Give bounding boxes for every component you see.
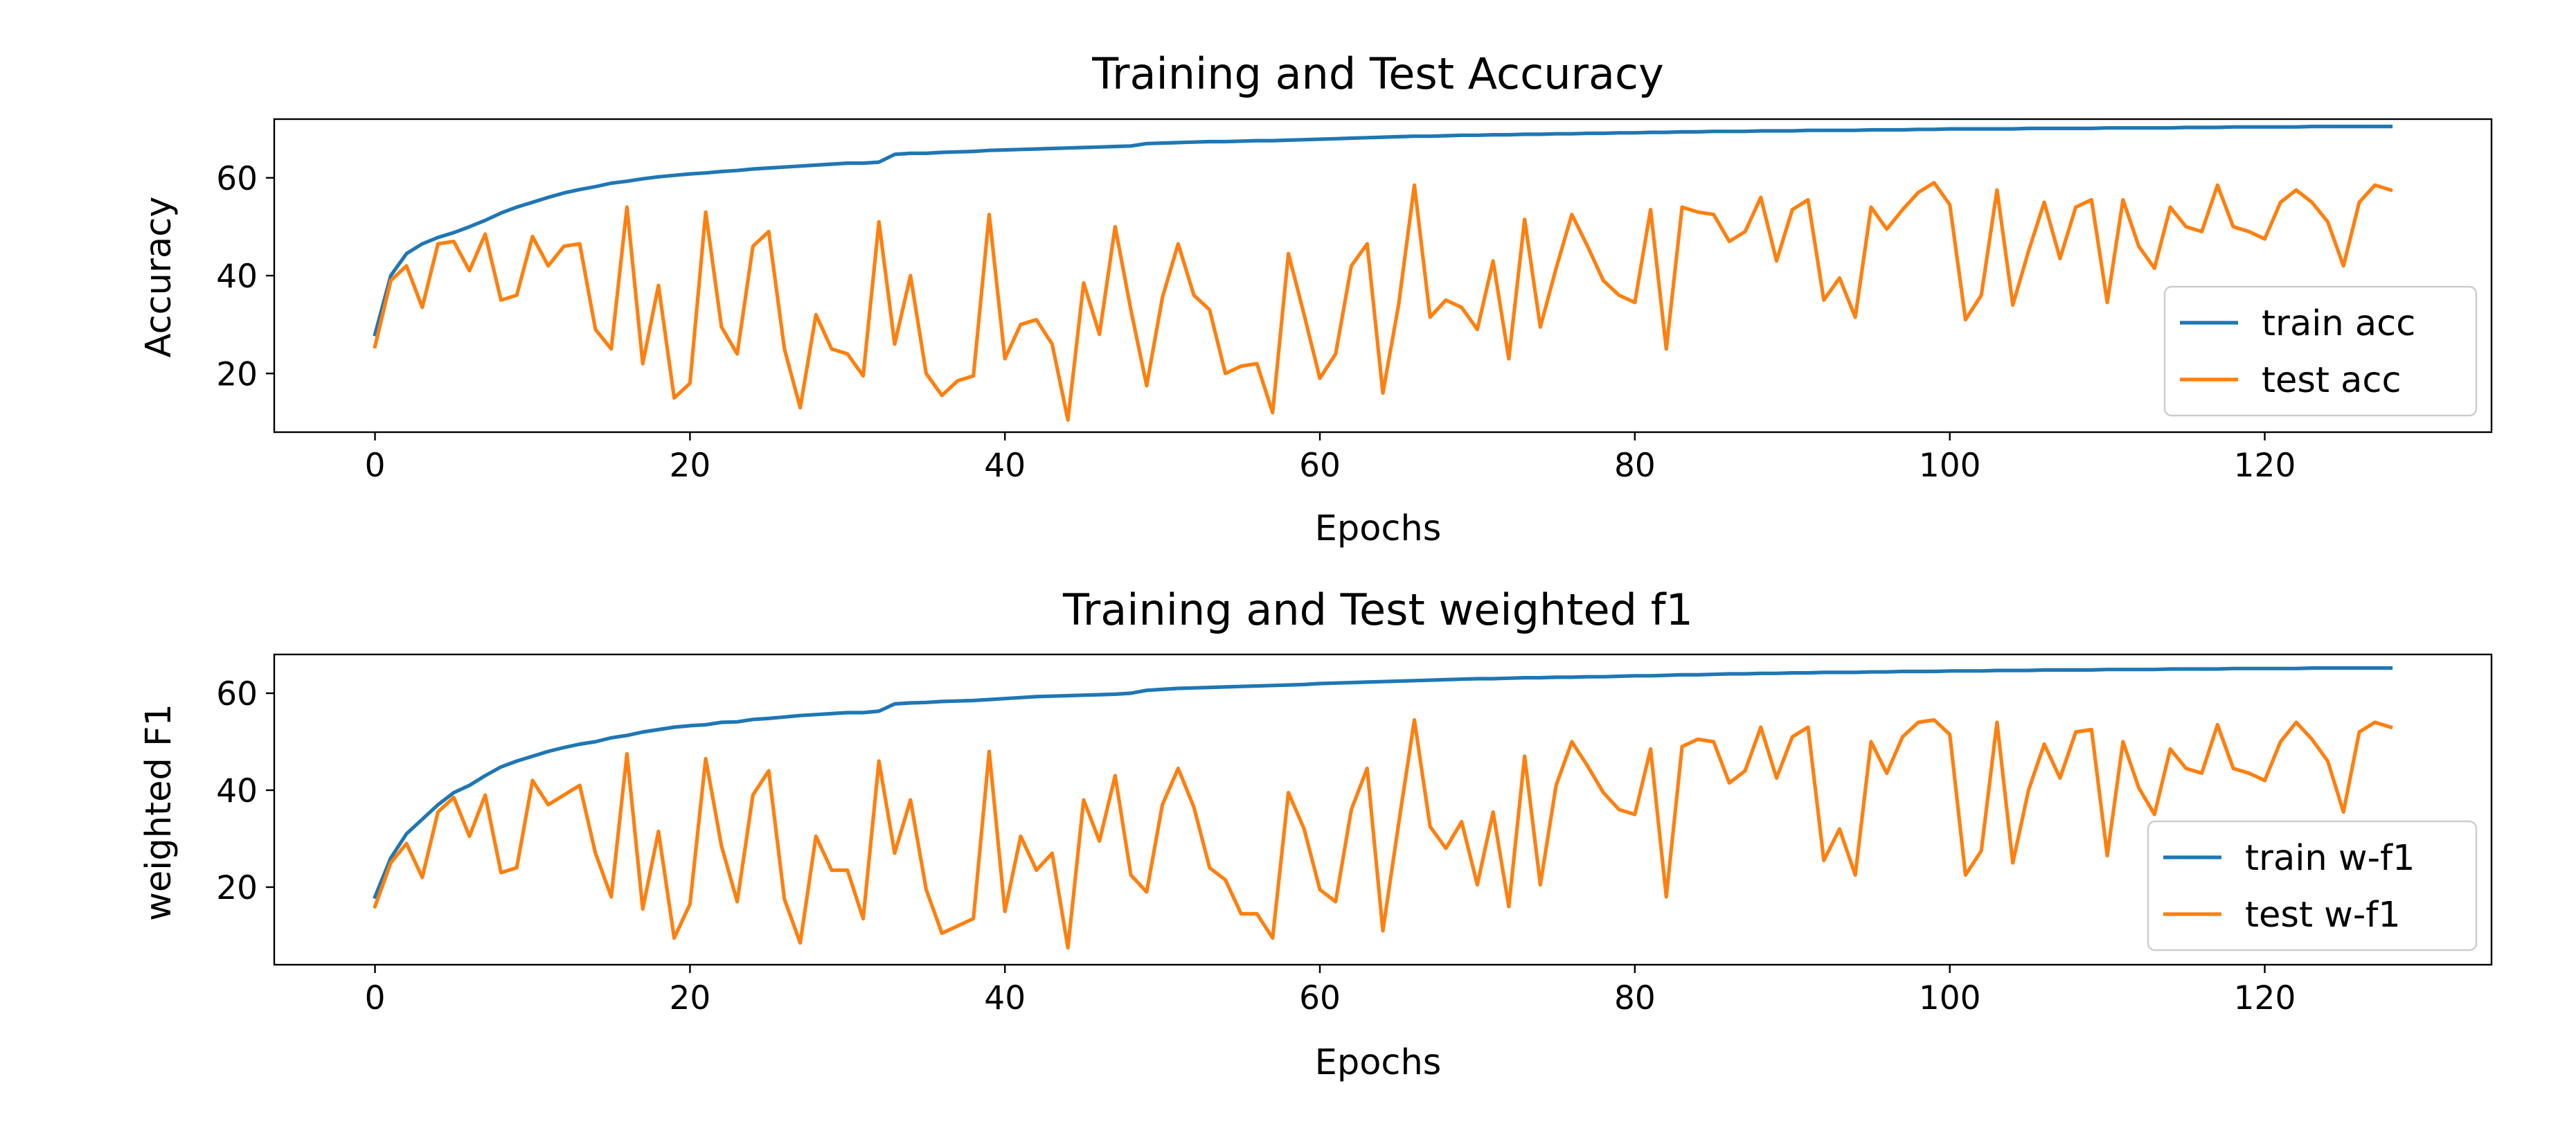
weighted-f1-y-axis-label: weighted F1 <box>138 704 179 921</box>
accuracy-y-axis-label: Accuracy <box>138 197 179 358</box>
weighted-f1-y-tick-label: 60 <box>216 675 258 713</box>
accuracy-legend-label-train-acc: train acc <box>2262 303 2415 344</box>
weighted-f1-x-tick-label: 80 <box>1614 979 1656 1017</box>
accuracy-x-tick-label: 20 <box>669 447 710 485</box>
weighted-f1-plot-area: 0 20 40 60 80 100 120 20 40 60 train w-f1 test w-f1 <box>216 653 2493 1017</box>
weighted-f1-x-tick-label: 0 <box>365 979 386 1017</box>
accuracy-legend-label-test-acc: test acc <box>2262 360 2401 401</box>
accuracy-x-tick-label: 0 <box>365 447 386 485</box>
accuracy-legend-box <box>2163 285 2478 417</box>
weighted-f1-series-train-w-f1-line <box>373 666 2393 900</box>
accuracy-x-tick-label: 120 <box>2234 447 2296 485</box>
accuracy-legend: train acc test acc <box>2163 285 2478 417</box>
accuracy-series-test-acc-line <box>373 181 2393 422</box>
weighted-f1-x-axis-label: Epochs <box>1315 1042 1442 1083</box>
accuracy-y-tick-label: 20 <box>216 355 258 393</box>
weighted-f1-panel: Training and Test weighted f1 0 20 40 60 80 1… <box>138 585 2493 1083</box>
accuracy-x-tick-label: 40 <box>984 447 1026 485</box>
weighted-f1-series-test-w-f1-line <box>373 717 2393 950</box>
accuracy-y-tick-label: 60 <box>216 160 258 198</box>
accuracy-x-axis-label: Epochs <box>1315 508 1442 549</box>
accuracy-panel: Training and Test Accuracy 0 20 40 60 80 100 1… <box>138 48 2493 549</box>
weighted-f1-x-tick-label: 120 <box>2234 979 2296 1017</box>
weighted-f1-y-tick-label: 20 <box>216 869 258 907</box>
weighted-f1-x-tick-label: 20 <box>669 979 710 1017</box>
accuracy-chart-title: Training and Test Accuracy <box>1091 48 1664 99</box>
accuracy-x-tick-label: 100 <box>1919 447 1981 485</box>
weighted-f1-legend-label-test-w-f1: test w-f1 <box>2245 895 2401 936</box>
weighted-f1-chart-title: Training and Test weighted f1 <box>1062 585 1693 635</box>
accuracy-series-train-acc-line <box>373 125 2393 337</box>
accuracy-x-tick-label: 60 <box>1299 447 1341 485</box>
weighted-f1-legend: train w-f1 test w-f1 <box>2147 820 2478 952</box>
weighted-f1-x-tick-label: 60 <box>1299 979 1341 1017</box>
accuracy-plot-area: 0 20 40 60 80 100 120 20 40 60 train acc test acc <box>216 118 2493 485</box>
accuracy-x-tick-label: 80 <box>1614 447 1656 485</box>
accuracy-y-tick-label: 40 <box>216 258 258 296</box>
weighted-f1-x-tick-label: 40 <box>984 979 1026 1017</box>
weighted-f1-legend-label-train-w-f1: train w-f1 <box>2245 838 2415 879</box>
weighted-f1-x-tick-label: 100 <box>1919 979 1981 1017</box>
weighted-f1-axes-frame <box>273 653 2493 966</box>
weighted-f1-legend-box <box>2147 820 2478 952</box>
weighted-f1-y-tick-label: 40 <box>216 772 258 810</box>
